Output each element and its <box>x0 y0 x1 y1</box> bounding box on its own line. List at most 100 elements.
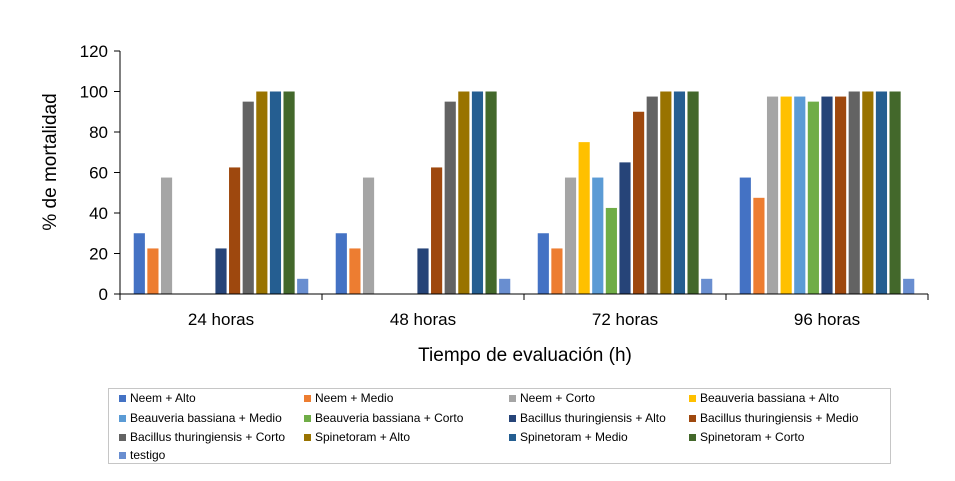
bar <box>335 233 347 294</box>
legend-item: Bacillus thuringiensis + Medio <box>689 409 858 427</box>
legend-swatch <box>119 414 126 422</box>
y-tick-label: 60 <box>89 164 108 183</box>
bar <box>619 162 631 295</box>
legend-swatch <box>304 414 311 422</box>
bar <box>835 96 847 294</box>
bar <box>431 167 443 294</box>
legend-swatch <box>689 433 696 441</box>
legend-item: Beauveria bassiana + Alto <box>689 389 839 407</box>
legend-swatch <box>304 394 311 402</box>
bar <box>147 248 159 294</box>
bar <box>701 278 713 294</box>
bar <box>578 142 590 295</box>
legend-label: Bacillus thuringiensis + Corto <box>130 430 286 444</box>
bar <box>646 96 658 294</box>
bar <box>821 96 833 294</box>
bar <box>458 91 470 294</box>
bar <box>256 91 268 294</box>
legend-label: Spinetoram + Alto <box>315 430 411 444</box>
bar <box>485 91 497 294</box>
bar <box>417 248 429 294</box>
bar <box>362 177 375 294</box>
y-tick-label: 120 <box>80 42 108 61</box>
legend-item: testigo <box>119 446 165 464</box>
bar <box>875 91 888 294</box>
bar <box>807 101 819 295</box>
legend-swatch <box>119 394 126 402</box>
bar <box>605 207 617 294</box>
legend-item: Spinetoram + Corto <box>689 428 804 446</box>
bar <box>471 91 484 294</box>
legend-label: Beauveria bassiana + Medio <box>130 411 282 425</box>
bar <box>673 91 686 294</box>
y-tick-label: 100 <box>80 83 108 102</box>
bar <box>780 96 792 294</box>
bar <box>889 91 901 294</box>
y-tick-label: 80 <box>89 123 108 142</box>
bar <box>269 91 282 294</box>
legend-swatch <box>304 433 311 441</box>
x-axis-title: Tiempo de evaluación (h) <box>418 345 632 366</box>
x-tick-label: 72 horas <box>592 310 658 329</box>
bar <box>229 167 241 294</box>
x-tick-label: 48 horas <box>390 310 456 329</box>
bar <box>766 96 779 294</box>
bar <box>862 91 874 294</box>
legend-label: Neem + Corto <box>520 391 596 405</box>
legend-swatch <box>689 414 696 422</box>
y-tick-label: 20 <box>89 245 108 264</box>
bar <box>592 177 604 294</box>
legend-swatch <box>509 414 516 422</box>
bar <box>753 197 765 294</box>
bar <box>133 233 145 294</box>
legend-item: Bacillus thuringiensis + Alto <box>509 409 666 427</box>
legend-item: Neem + Alto <box>119 389 196 407</box>
bars-layer <box>133 91 915 295</box>
legend-label: Neem + Alto <box>130 391 196 405</box>
legend-item: Bacillus thuringiensis + Corto <box>119 428 285 446</box>
bar <box>564 177 577 294</box>
legend-label: Bacillus thuringiensis + Alto <box>520 411 666 425</box>
bar <box>551 248 563 294</box>
bar <box>215 248 227 294</box>
x-tick-label: 96 horas <box>794 310 860 329</box>
y-tick-label: 40 <box>89 204 108 223</box>
legend-item: Beauveria bassiana + Corto <box>304 409 463 427</box>
legend-item: Spinetoram + Alto <box>304 428 410 446</box>
legend: Neem + Alto Neem + Medio Neem + Corto Beauv… <box>108 388 891 464</box>
labels-layer: Tiempo de evaluación (h) % de mortalidad <box>40 93 632 366</box>
legend-item: Neem + Corto <box>509 389 595 407</box>
bar <box>633 111 645 294</box>
bar <box>660 91 672 294</box>
legend-swatch <box>119 433 126 441</box>
legend-label: Bacillus thuringiensis + Medio <box>700 411 859 425</box>
y-axis-title: % de mortalidad <box>40 93 61 230</box>
bar <box>903 278 915 294</box>
bar <box>537 233 549 294</box>
bar <box>794 96 806 294</box>
legend-swatch <box>509 394 516 402</box>
bar <box>297 278 309 294</box>
legend-swatch <box>689 394 696 402</box>
bar <box>160 177 173 294</box>
x-tick-label: 24 horas <box>188 310 254 329</box>
legend-label: Spinetoram + Medio <box>520 430 628 444</box>
bar <box>283 91 295 294</box>
bar <box>242 101 254 295</box>
bar <box>499 278 511 294</box>
legend-item: Spinetoram + Medio <box>509 428 628 446</box>
bar <box>848 91 860 294</box>
legend-swatch <box>119 451 126 459</box>
legend-label: Beauveria bassiana + Corto <box>315 411 464 425</box>
legend-label: Neem + Medio <box>315 391 394 405</box>
legend-item: Beauveria bassiana + Medio <box>119 409 282 427</box>
legend-item: Neem + Medio <box>304 389 393 407</box>
axes-layer: 0 20 40 60 80 100 120 24 horas 48 horas 72 horas 9… <box>80 42 929 329</box>
y-tick-label: 0 <box>99 285 108 304</box>
bar <box>739 177 751 294</box>
legend-label: Spinetoram + Corto <box>700 430 805 444</box>
bar <box>687 91 699 294</box>
bar <box>349 248 361 294</box>
